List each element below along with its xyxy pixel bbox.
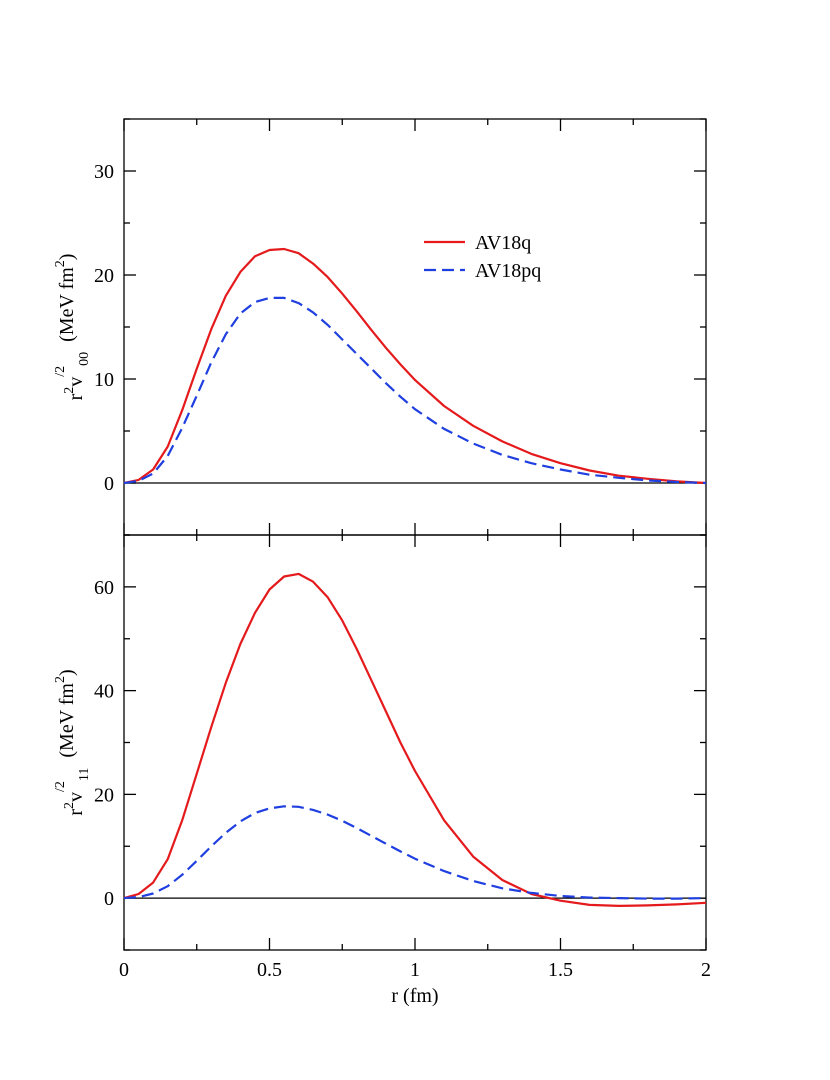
y-axis-label-part: (MeV fm	[56, 683, 78, 768]
y-axis-label-part: v	[65, 792, 87, 802]
x-tick-label: 1.5	[548, 959, 573, 981]
series-line-av18q	[123, 572, 707, 908]
y-axis-label-part: /2	[53, 781, 68, 792]
y-axis-label-part: 2	[53, 676, 68, 683]
x-tick-label: 1	[410, 959, 420, 981]
y-tick-label: 0	[104, 473, 114, 495]
y-axis-label-part: )	[56, 669, 78, 676]
y-axis-label: r2v/200 (MeV fm2)	[53, 254, 92, 401]
y-axis-label-part: /2	[53, 366, 68, 377]
y-axis-label-part: (MeV fm	[56, 267, 78, 352]
y-tick-label: 40	[94, 681, 114, 703]
y-axis-label-part: r	[65, 393, 87, 400]
y-axis-label-part: 2	[62, 802, 77, 809]
y-tick-label: 0	[104, 888, 114, 910]
y-tick-label: 60	[94, 577, 114, 599]
x-tick-label: 0.5	[257, 959, 282, 981]
series-line-av18pq	[123, 805, 707, 900]
y-tick-label: 10	[94, 369, 114, 391]
y-tick-label: 30	[94, 161, 114, 183]
y-axis-label: r2v/211 (MeV fm2)	[53, 669, 92, 815]
x-tick-label: 0	[119, 959, 129, 981]
y-axis-label-part: 11	[77, 768, 92, 781]
y-axis-label-part: v	[65, 377, 87, 387]
plot-frame	[123, 534, 707, 951]
series-line-av18pq	[123, 296, 707, 485]
y-tick-label: 20	[94, 784, 114, 806]
y-axis-label-part: r	[65, 809, 87, 816]
legend-label-av18q: AV18q	[475, 232, 531, 254]
y-axis-label-part: )	[56, 254, 78, 261]
y-tick-label: 20	[94, 265, 114, 287]
x-axis-label: r (fm)	[391, 985, 438, 1007]
series-line-av18q	[123, 247, 707, 485]
y-axis-label-part: 00	[77, 352, 92, 366]
y-axis-label-part: 2	[53, 260, 68, 267]
legend-label-av18pq: AV18pq	[475, 260, 541, 282]
y-axis-label-part: 2	[62, 387, 77, 394]
x-tick-label: 2	[701, 959, 711, 981]
